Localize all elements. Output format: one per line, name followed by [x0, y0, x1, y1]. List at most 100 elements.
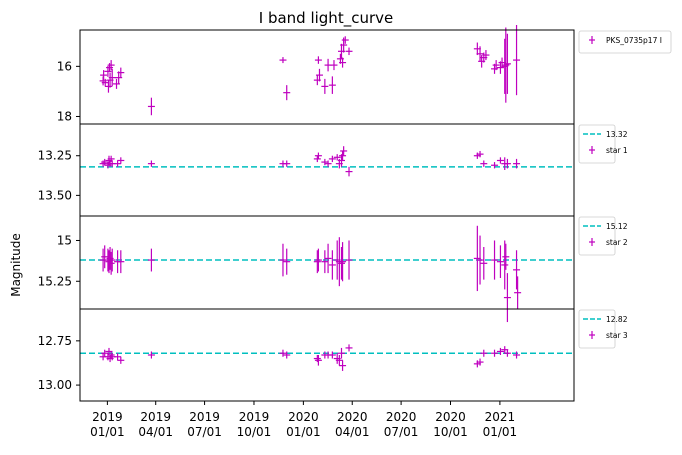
x-tick-label-date: 01/01 [286, 425, 321, 439]
data-point [476, 150, 484, 158]
x-tick-label-year: 2020 [337, 410, 368, 424]
data-point [147, 248, 155, 272]
panel-3: 15 15.25 15.12 star 2 [38, 215, 628, 323]
data-point [345, 344, 353, 352]
legend: 13.32 star 1 [578, 124, 628, 164]
legend-label: star 2 [606, 238, 628, 247]
legend-label: 13.32 [606, 130, 628, 139]
data-point [107, 60, 115, 71]
data-point [333, 154, 341, 161]
data-point [340, 146, 348, 156]
data-point [279, 349, 287, 357]
data-point [279, 243, 287, 277]
data-point [476, 358, 484, 366]
chart-title: I band light_curve [259, 9, 393, 28]
data-point [313, 250, 321, 274]
x-tick-label-date: 10/01 [237, 425, 272, 439]
panel-2: 13.25 13.50 13.32 star 1 [38, 123, 628, 217]
legend-label: PKS_0735p17 I [606, 36, 662, 45]
data-point [337, 347, 345, 359]
data-point [314, 355, 322, 366]
data-point [345, 240, 353, 280]
x-tick-label-year: 2019 [92, 410, 123, 424]
data-point [480, 160, 488, 167]
x-tick-label-year: 2019 [189, 410, 220, 424]
x-tick-label-year: 2021 [485, 410, 516, 424]
data-point [328, 250, 336, 280]
data-point [480, 349, 488, 357]
legend: PKS_0735p17 I [578, 30, 672, 54]
data-point [117, 250, 125, 274]
data-point [476, 235, 484, 285]
x-tick-label-year: 2019 [140, 410, 171, 424]
data-point [345, 47, 353, 56]
x-tick-label-date: 07/01 [187, 425, 222, 439]
data-point [99, 160, 107, 167]
y-tick-label: 15 [57, 233, 72, 247]
data-point [314, 56, 322, 64]
data-point [314, 152, 322, 159]
data-point [496, 347, 504, 355]
x-tick-label-date: 04/01 [335, 425, 370, 439]
data-point [321, 78, 329, 94]
legend-label: 12.82 [606, 315, 628, 324]
x-tick-label-year: 2020 [435, 410, 466, 424]
data-point [339, 360, 347, 371]
data-point [114, 353, 122, 361]
x-tick-label-date: 01/01 [483, 425, 518, 439]
data-point [496, 245, 504, 278]
data-point [345, 166, 353, 177]
x-tick-label-year: 2020 [288, 410, 319, 424]
data-point [496, 61, 504, 74]
data-point [101, 245, 109, 269]
data-point [501, 240, 509, 290]
data-point [492, 60, 500, 71]
legend-label: star 3 [606, 331, 628, 340]
panel-1: 16 18 PKS_0735p17 I [57, 24, 672, 125]
data-point [324, 58, 332, 72]
data-point [147, 97, 155, 116]
data-point [513, 24, 521, 96]
data-point [496, 157, 504, 164]
legend-label: star 1 [606, 146, 628, 155]
data-point [491, 349, 499, 357]
data-point [480, 247, 488, 280]
legend: 12.82 star 3 [578, 309, 628, 349]
data-point [328, 155, 336, 163]
x-tick-label-date: 07/01 [384, 425, 419, 439]
data-point [330, 60, 338, 71]
data-point [321, 158, 329, 166]
data-point [117, 157, 125, 164]
data-point [335, 355, 343, 366]
data-point [514, 276, 522, 309]
data-point [108, 248, 116, 272]
data-point [339, 150, 347, 161]
data-point [117, 67, 125, 78]
data-point [101, 158, 109, 166]
data-point [482, 50, 490, 61]
y-tick-label: 16 [57, 59, 72, 73]
data-point [513, 250, 521, 290]
panel-frame [79, 29, 575, 125]
data-point [503, 273, 511, 323]
data-point [502, 243, 510, 270]
y-tick-label: 12.75 [38, 334, 72, 348]
legend-label: 15.12 [606, 222, 628, 231]
data-point [315, 68, 323, 82]
x-tick-label-year: 2019 [239, 410, 270, 424]
x-tick-label-date: 10/01 [433, 425, 468, 439]
data-point [104, 80, 112, 93]
legend-box [578, 30, 672, 54]
data-point [324, 160, 332, 167]
data-point [101, 349, 109, 357]
data-point [337, 247, 345, 280]
data-point [341, 36, 349, 44]
data-point [502, 27, 510, 103]
y-tick-label: 13.00 [38, 378, 72, 392]
